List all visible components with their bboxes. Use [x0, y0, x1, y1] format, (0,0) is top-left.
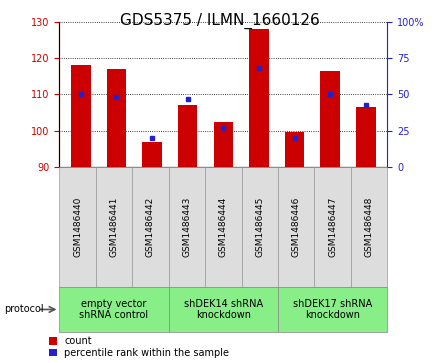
Text: shDEK17 shRNA
knockdown: shDEK17 shRNA knockdown	[293, 299, 372, 320]
Text: GSM1486445: GSM1486445	[255, 197, 264, 257]
Bar	[178, 105, 198, 167]
Bar	[285, 132, 304, 167]
Text: GSM1486447: GSM1486447	[328, 197, 337, 257]
Bar	[71, 65, 91, 167]
Text: shDEK14 shRNA
knockdown: shDEK14 shRNA knockdown	[184, 299, 263, 320]
Bar	[356, 107, 376, 167]
Bar	[213, 122, 233, 167]
Text: GSM1486440: GSM1486440	[73, 197, 82, 257]
Bar	[142, 142, 162, 167]
Text: GSM1486443: GSM1486443	[182, 197, 191, 257]
Bar	[106, 69, 126, 167]
Text: GSM1486444: GSM1486444	[219, 197, 228, 257]
Text: GSM1486446: GSM1486446	[292, 197, 301, 257]
Text: protocol: protocol	[4, 305, 44, 314]
Text: GSM1486442: GSM1486442	[146, 197, 155, 257]
Text: GSM1486441: GSM1486441	[110, 197, 118, 257]
Bar	[320, 71, 340, 167]
Text: GSM1486448: GSM1486448	[364, 197, 374, 257]
Text: empty vector
shRNA control: empty vector shRNA control	[80, 299, 149, 320]
Legend: count, percentile rank within the sample: count, percentile rank within the sample	[49, 336, 229, 358]
Bar	[249, 29, 269, 167]
Text: GDS5375 / ILMN_1660126: GDS5375 / ILMN_1660126	[120, 13, 320, 29]
